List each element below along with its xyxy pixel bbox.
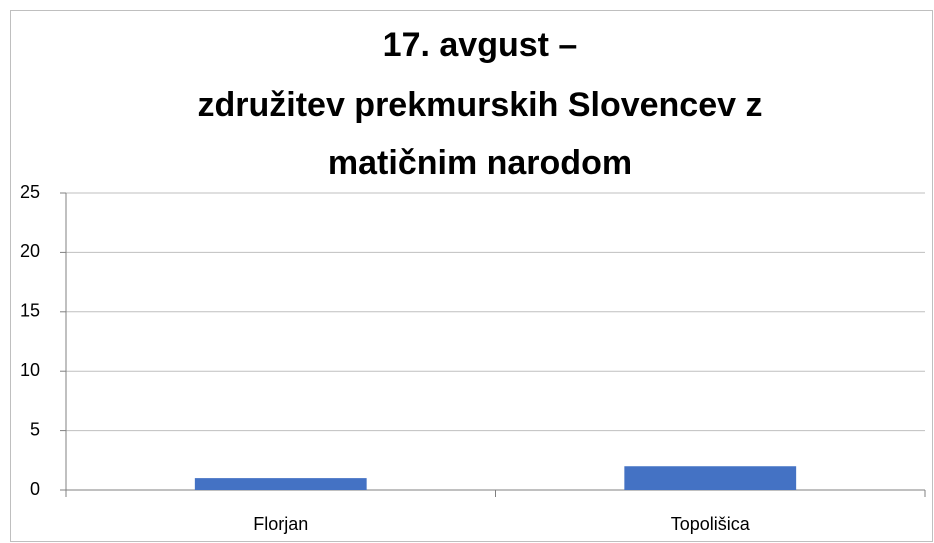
y-tick-label: 15 bbox=[20, 301, 40, 321]
x-tick-label: Topolišica bbox=[671, 514, 751, 534]
chart-title: matičnim narodom bbox=[328, 144, 632, 182]
chart-title: združitev prekmurskih Slovencev z bbox=[198, 86, 763, 124]
y-tick-label: 20 bbox=[20, 241, 40, 261]
y-tick-label: 0 bbox=[30, 479, 40, 499]
chart-title: 17. avgust – bbox=[383, 26, 578, 64]
chart-frame bbox=[10, 10, 933, 542]
bar bbox=[624, 466, 797, 490]
x-tick-label: Florjan bbox=[253, 514, 308, 534]
y-tick-label: 25 bbox=[20, 182, 40, 202]
y-tick-label: 10 bbox=[20, 360, 40, 380]
y-tick-label: 5 bbox=[30, 419, 40, 439]
bar bbox=[194, 478, 367, 490]
